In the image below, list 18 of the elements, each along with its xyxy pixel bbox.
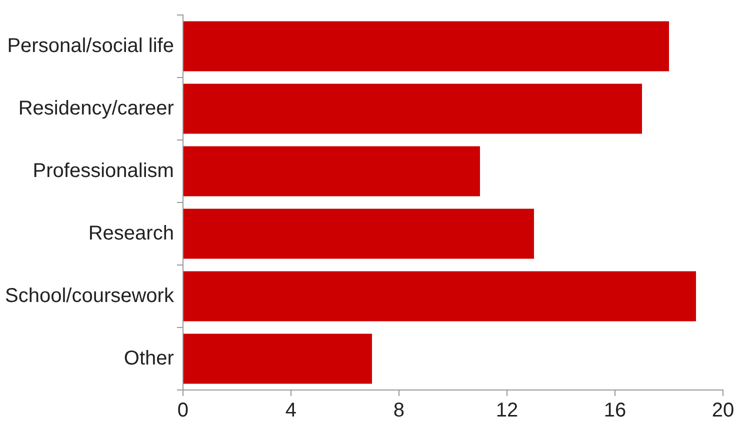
bar	[183, 334, 372, 384]
y-tick-label: Professionalism	[32, 160, 174, 182]
x-tick-label: 12	[496, 400, 518, 422]
x-tick-label: 20	[712, 400, 734, 422]
bar	[183, 146, 480, 196]
bar	[183, 84, 642, 134]
y-tick-label: Residency/career	[18, 97, 174, 120]
y-tick-label: Other	[124, 347, 174, 370]
x-tick-label: 0	[177, 400, 189, 422]
x-tick-label: 16	[604, 400, 626, 422]
x-tick-label: 8	[393, 400, 405, 422]
x-tick-label: 4	[285, 400, 297, 422]
y-tick-label: Personal/social life	[7, 34, 174, 57]
bar	[183, 271, 696, 322]
y-tick-label: School/coursework	[4, 284, 175, 307]
bar	[183, 21, 669, 72]
bar	[183, 208, 534, 259]
y-tick-label: Research	[88, 222, 174, 244]
